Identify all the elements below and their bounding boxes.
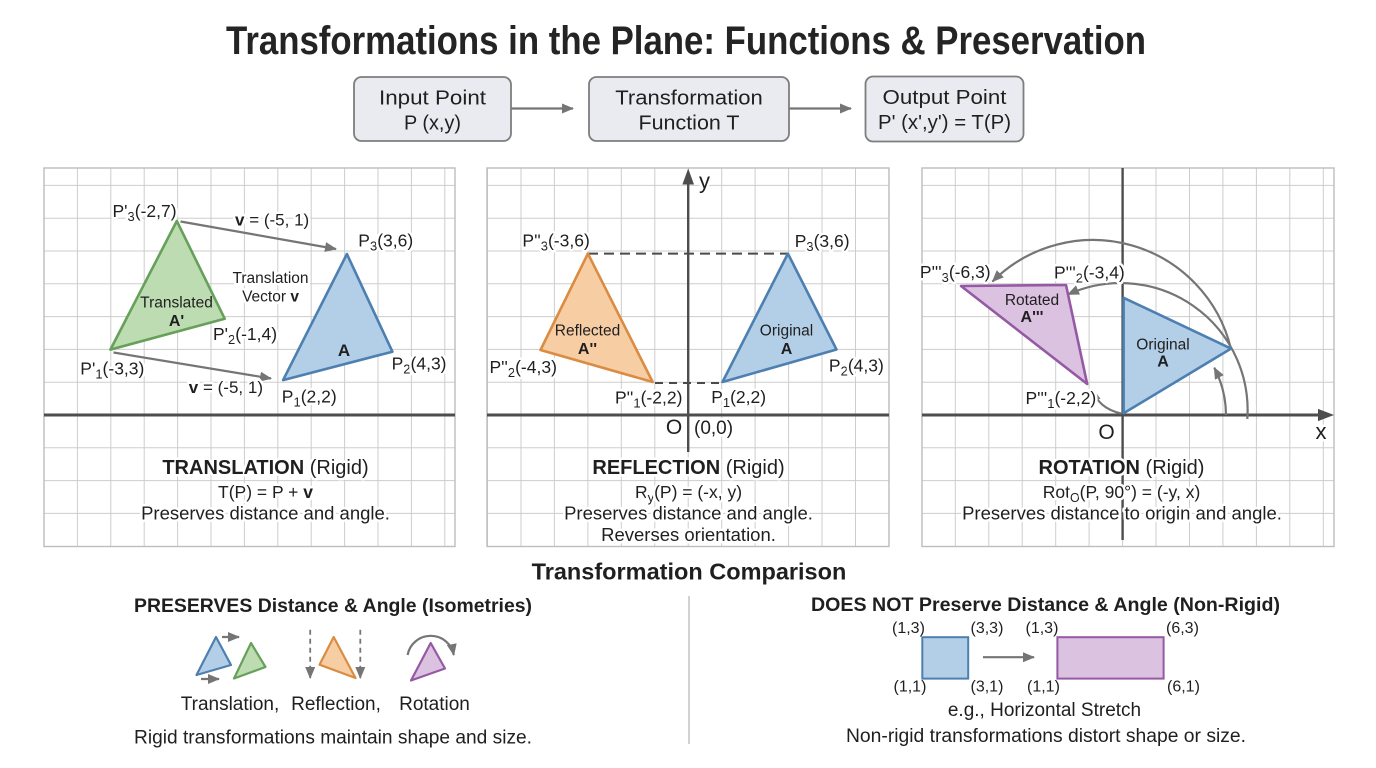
svg-text:(3,1): (3,1) xyxy=(971,679,1004,696)
svg-text:Original: Original xyxy=(760,323,813,340)
svg-text:O: O xyxy=(1098,421,1114,444)
svg-text:v = (-5, 1): v = (-5, 1) xyxy=(235,211,309,230)
svg-text:P'3(-2,7): P'3(-2,7) xyxy=(113,201,177,224)
svg-text:Transformation: Transformation xyxy=(615,88,763,110)
svg-text:PRESERVES Distance & Angle (Is: PRESERVES Distance & Angle (Isometries) xyxy=(134,596,532,617)
svg-text:Translated: Translated xyxy=(140,295,213,312)
svg-text:A: A xyxy=(1157,354,1169,371)
svg-text:P3(3,6): P3(3,6) xyxy=(795,231,850,254)
svg-text:(6,1): (6,1) xyxy=(1167,679,1200,696)
svg-text:A'': A'' xyxy=(578,341,597,358)
svg-text:REFLECTION (Rigid): REFLECTION (Rigid) xyxy=(592,457,784,479)
svg-text:Preserves distance and angle.: Preserves distance and angle. xyxy=(141,503,390,524)
svg-text:x: x xyxy=(1316,419,1327,444)
svg-text:P''1(-2,2): P''1(-2,2) xyxy=(615,388,682,411)
svg-text:Transformations in the Plane:: Transformations in the Plane: Functions … xyxy=(226,19,1146,63)
svg-text:Input Point: Input Point xyxy=(379,88,486,110)
svg-text:O: O xyxy=(666,416,682,439)
svg-text:y: y xyxy=(699,169,710,194)
svg-text:Rigid transformations maintain: Rigid transformations maintain shape and… xyxy=(134,728,532,749)
svg-text:Preserves distance and angle.: Preserves distance and angle. xyxy=(564,503,813,524)
svg-text:P2(4,3): P2(4,3) xyxy=(829,356,884,379)
svg-text:Output Point: Output Point xyxy=(883,87,1007,109)
svg-text:P3(3,6): P3(3,6) xyxy=(358,231,413,254)
svg-text:DOES NOT Preserve Distance & A: DOES NOT Preserve Distance & Angle (Non-… xyxy=(811,595,1280,616)
svg-text:Non-rigid transformations dist: Non-rigid transformations distort shape … xyxy=(846,726,1246,747)
svg-text:ROTATION (Rigid): ROTATION (Rigid) xyxy=(1039,457,1205,479)
svg-text:Preserves distance to origin a: Preserves distance to origin and angle. xyxy=(962,503,1282,524)
svg-text:P' (x',y') = T(P): P' (x',y') = T(P) xyxy=(878,112,1011,134)
svg-text:P1(2,2): P1(2,2) xyxy=(711,387,766,410)
svg-text:e.g., Horizontal Stretch: e.g., Horizontal Stretch xyxy=(948,700,1141,721)
svg-text:Reflection,: Reflection, xyxy=(291,694,381,715)
svg-text:v = (-5, 1): v = (-5, 1) xyxy=(189,378,263,397)
svg-text:Rotation: Rotation xyxy=(399,694,470,715)
svg-text:(3,3): (3,3) xyxy=(971,620,1004,637)
svg-text:P1(2,2): P1(2,2) xyxy=(282,387,337,410)
svg-text:T(P) = P + v: T(P) = P + v xyxy=(218,482,313,502)
svg-text:(1,1): (1,1) xyxy=(1027,679,1060,696)
svg-text:A: A xyxy=(781,341,793,358)
svg-text:Function T: Function T xyxy=(639,113,740,135)
svg-text:(6,3): (6,3) xyxy=(1166,620,1199,637)
svg-text:Transformation Comparison: Transformation Comparison xyxy=(532,559,847,585)
svg-text:A''': A''' xyxy=(1021,309,1044,326)
svg-text:P'2(-1,4): P'2(-1,4) xyxy=(213,324,277,347)
svg-text:(1,3): (1,3) xyxy=(1026,620,1059,637)
svg-text:Vector v: Vector v xyxy=(242,289,299,306)
svg-text:P'1(-3,3): P'1(-3,3) xyxy=(80,358,144,381)
svg-text:P''3(-3,6): P''3(-3,6) xyxy=(522,230,589,253)
svg-text:Reverses orientation.: Reverses orientation. xyxy=(601,524,776,545)
svg-text:P (x,y): P (x,y) xyxy=(404,113,461,135)
svg-text:Translation,: Translation, xyxy=(181,694,280,715)
svg-text:Original: Original xyxy=(1136,337,1189,354)
svg-text:Translation: Translation xyxy=(232,270,308,287)
svg-text:Rotated: Rotated xyxy=(1005,292,1059,309)
svg-text:(1,1): (1,1) xyxy=(894,679,927,696)
svg-text:TRANSLATION (Rigid): TRANSLATION (Rigid) xyxy=(162,457,368,479)
svg-text:P'''2(-3,4): P'''2(-3,4) xyxy=(1054,263,1125,286)
svg-text:P2(4,3): P2(4,3) xyxy=(392,354,447,377)
svg-text:Reflected: Reflected xyxy=(555,323,620,340)
svg-text:A': A' xyxy=(169,313,184,330)
svg-text:(0,0): (0,0) xyxy=(694,418,733,439)
svg-text:P'''1(-2,2): P'''1(-2,2) xyxy=(1026,388,1097,411)
svg-text:P''2(-4,3): P''2(-4,3) xyxy=(490,357,557,380)
svg-text:A: A xyxy=(338,341,350,360)
svg-text:(1,3): (1,3) xyxy=(892,620,925,637)
svg-text:P'''3(-6,3): P'''3(-6,3) xyxy=(920,262,991,285)
